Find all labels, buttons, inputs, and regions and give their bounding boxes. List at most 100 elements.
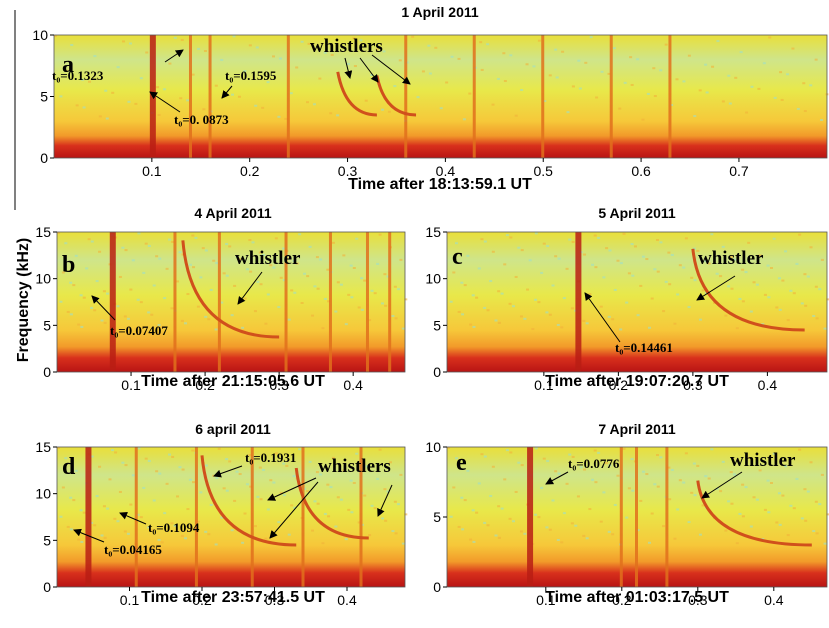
speckle [399, 473, 403, 476]
speckle [316, 287, 320, 290]
speckle [391, 530, 395, 533]
speckle [648, 541, 652, 544]
speckle [346, 62, 350, 65]
speckle [368, 534, 372, 537]
speckle [741, 515, 745, 518]
panel-title: 1 April 2011 [401, 4, 479, 20]
speckle [682, 266, 686, 269]
speckle [670, 104, 674, 107]
speckle [517, 246, 521, 249]
speckle [214, 328, 218, 331]
speckle [802, 82, 806, 85]
speckle [662, 310, 666, 313]
speckle [220, 516, 224, 519]
speckle [122, 40, 126, 43]
speckle [678, 264, 682, 267]
speckle [701, 504, 705, 507]
speckle [777, 492, 781, 495]
panel: 0 5 10 15 0.1 0.2 0.3 0.4 4 April 2011 Time after… [15, 205, 408, 393]
speckle [204, 464, 208, 467]
speckle [630, 458, 634, 461]
speckle [466, 254, 470, 257]
speckle [571, 240, 575, 243]
speckle [514, 490, 518, 493]
speckle [303, 487, 307, 490]
speckle [630, 243, 634, 246]
sferic [472, 35, 476, 158]
speckle [178, 466, 182, 469]
speckle [421, 70, 425, 73]
speckle [160, 541, 164, 544]
speckle [820, 473, 824, 476]
speckle [639, 499, 643, 502]
speckle [88, 80, 92, 83]
speckle [600, 70, 604, 73]
speckle [613, 503, 617, 506]
speckle [173, 524, 177, 527]
speckle [393, 285, 397, 288]
speckle [766, 264, 770, 267]
speckle [102, 505, 106, 508]
annotation: t₀=0.04165 [104, 542, 162, 557]
speckle [144, 242, 148, 245]
speckle [747, 456, 751, 459]
speckle [311, 314, 315, 317]
speckle [329, 486, 333, 489]
speckle [180, 534, 184, 537]
speckle [243, 297, 247, 300]
speckle [204, 315, 208, 318]
speckle [582, 319, 586, 322]
speckle [653, 95, 657, 98]
speckle [678, 479, 682, 482]
speckle [693, 279, 697, 282]
sferic [85, 447, 92, 587]
speckle [625, 516, 629, 519]
annotation-arrow [701, 471, 743, 499]
speckle [733, 258, 737, 261]
panel: 0 5 10 0.1 0.2 0.3 0.4 0.5 0.6 0.7 1 April 2011 Tim… [32, 4, 829, 193]
speckle [707, 477, 711, 480]
speckle [568, 238, 572, 241]
speckle [778, 308, 782, 311]
speckle [534, 447, 538, 450]
whistler-trace [691, 248, 805, 332]
speckle [398, 59, 402, 62]
speckle [588, 508, 592, 511]
speckle [147, 245, 151, 248]
speckle [139, 301, 143, 304]
speckle [616, 259, 620, 262]
x-tick-label: 0.4 [764, 592, 784, 608]
sferic [173, 232, 177, 372]
speckle [69, 496, 73, 499]
speckle [656, 239, 659, 241]
sferic [609, 35, 613, 158]
speckle [784, 250, 788, 253]
speckle [396, 503, 400, 506]
speckle [809, 246, 813, 249]
speckle [591, 263, 595, 266]
speckle [171, 455, 175, 458]
speckle [349, 264, 353, 267]
speckle [243, 512, 247, 515]
speckle [710, 448, 714, 451]
speckle [300, 40, 304, 43]
speckle [214, 84, 218, 87]
speckle [85, 267, 89, 270]
speckle [214, 543, 218, 546]
speckle [727, 500, 731, 503]
speckle [394, 317, 398, 320]
speckle [667, 466, 671, 469]
speckle [531, 328, 535, 331]
panel: 0 5 10 0.1 0.2 0.3 0.4 7 April 2011 Time after 0… [425, 421, 829, 608]
speckle [486, 309, 490, 312]
speckle [761, 323, 765, 326]
speckle [667, 251, 671, 254]
speckle [814, 58, 818, 61]
speckle [494, 319, 498, 322]
speckle [659, 456, 663, 459]
speckle [616, 474, 620, 477]
speckle [144, 457, 148, 460]
speckle [826, 513, 829, 516]
speckle [162, 88, 166, 91]
y-axis-label: Frequency (kHz) [15, 238, 32, 362]
